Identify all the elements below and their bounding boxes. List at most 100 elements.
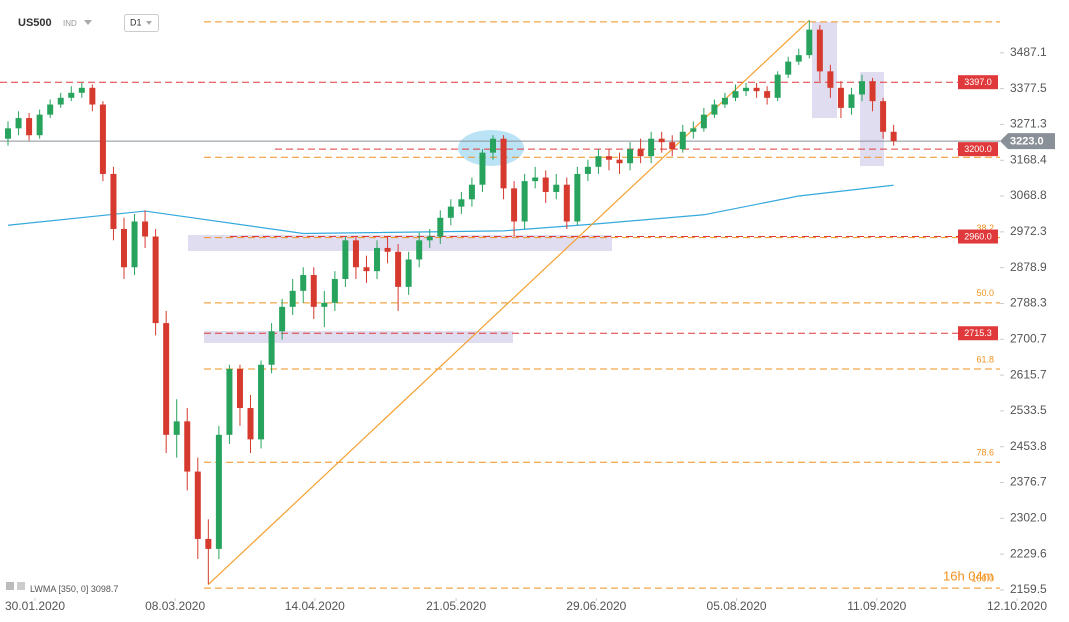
dropdown-arrow[interactable] — [84, 20, 92, 25]
candle-body — [89, 87, 96, 105]
symbol: US500 — [18, 17, 52, 29]
legend-icon[interactable] — [17, 582, 25, 590]
candle-body — [521, 181, 528, 222]
candle-body — [120, 228, 127, 268]
candle-body — [658, 138, 665, 143]
candle-body — [563, 184, 570, 222]
last-price-label: 3223.0 — [1010, 136, 1044, 148]
x-tick-label: 29.06.2020 — [566, 599, 626, 613]
candle-body — [416, 240, 423, 260]
market: IND — [63, 19, 77, 28]
legend-label: LWMA [350, 0] 3098.7 — [30, 584, 118, 594]
candle-body — [458, 199, 465, 207]
legend-value: 3098.7 — [91, 584, 119, 594]
candle-body — [553, 184, 560, 192]
candle-body — [806, 29, 813, 56]
candle-body — [215, 434, 222, 549]
x-tick-label: 05.08.2020 — [707, 599, 767, 613]
zone — [204, 331, 513, 343]
y-tick-label: 2453.8 — [1010, 439, 1047, 453]
level-label: 3397.0 — [964, 77, 992, 87]
candle-body — [890, 131, 897, 142]
candle-body — [605, 156, 612, 160]
candle-body — [363, 267, 370, 272]
candle-body — [321, 302, 328, 307]
candle-body — [384, 247, 391, 252]
candle-body — [374, 247, 381, 272]
x-tick-label: 12.10.2020 — [987, 599, 1047, 613]
candle-body — [490, 138, 497, 153]
y-tick-label: 3068.8 — [1010, 188, 1047, 202]
fib-label: 50.0 — [976, 288, 994, 298]
y-tick-label: 3487.1 — [1010, 45, 1047, 59]
y-tick-label: 2159.5 — [1010, 582, 1047, 596]
trendline — [207, 19, 810, 585]
fib-label: 38.2 — [976, 223, 994, 233]
level-label: 2715.3 — [964, 328, 992, 338]
candle-body — [816, 29, 823, 72]
candle-body — [837, 87, 844, 108]
candle-body — [258, 364, 265, 440]
level-label: 3200.0 — [964, 144, 992, 154]
y-tick-label: 3168.4 — [1010, 152, 1047, 166]
legend-icon[interactable] — [6, 582, 14, 590]
interval-selector[interactable] — [124, 14, 159, 32]
candle-body — [395, 251, 402, 287]
y-tick-label: 2700.7 — [1010, 331, 1047, 345]
y-tick-label: 2376.7 — [1010, 475, 1047, 489]
x-tick-label: 30.01.2020 — [5, 599, 65, 613]
zone — [188, 235, 612, 251]
candle-body — [57, 97, 64, 105]
lwma-line — [7, 184, 894, 235]
fib-label: 61.8 — [976, 354, 994, 364]
y-tick-label: 3377.5 — [1010, 81, 1047, 95]
candle-body — [26, 118, 33, 136]
candle-body — [342, 240, 349, 279]
candle-body — [236, 369, 243, 409]
y-tick-label: 2302.0 — [1010, 510, 1047, 524]
y-tick-label: 2972.3 — [1010, 224, 1047, 238]
candle-body — [78, 87, 85, 93]
candle-body — [880, 101, 887, 132]
legend-name: LWMA [350, 0] — [30, 584, 88, 594]
candle-body — [68, 92, 75, 98]
candle-body — [152, 236, 159, 324]
level-box — [958, 142, 998, 157]
candle-body — [279, 306, 286, 332]
dropdown-arrow[interactable] — [146, 21, 152, 25]
candle-body — [753, 87, 760, 92]
candle-body — [405, 259, 412, 287]
candle-body — [247, 408, 254, 440]
level-box — [958, 326, 998, 341]
y-tick-label: 2229.6 — [1010, 546, 1047, 560]
candle-body — [15, 118, 22, 129]
interval: D1 — [130, 17, 142, 27]
candle-body — [310, 275, 317, 307]
candle-body — [437, 217, 444, 237]
candle-body — [226, 369, 233, 435]
candle-body — [648, 138, 655, 157]
candle-body — [131, 221, 138, 268]
candle-body — [616, 159, 623, 164]
candle-body — [532, 177, 539, 182]
candle-body — [627, 149, 634, 164]
candle-body — [542, 177, 549, 192]
candle-body — [859, 81, 866, 95]
candle-body — [99, 104, 106, 174]
y-tick-label: 2878.9 — [1010, 260, 1047, 274]
candle-body — [574, 173, 581, 222]
candle-body — [669, 142, 676, 150]
candle-body — [795, 55, 802, 62]
candle-body — [163, 323, 170, 435]
y-tick-label: 2615.7 — [1010, 367, 1047, 381]
candle-body — [447, 206, 454, 218]
x-tick-label: 08.03.2020 — [145, 599, 205, 613]
candle-body — [679, 131, 686, 150]
candle-body — [785, 61, 792, 75]
plot: 3487.1 3377.5 3271.3 3168.4 3068.8 2972.3 2878… — [0, 19, 1055, 613]
y-tick-label: 2533.5 — [1010, 403, 1047, 417]
x-tick-label: 14.04.2020 — [285, 599, 345, 613]
candle-body — [584, 166, 591, 174]
candle-body — [184, 421, 191, 472]
